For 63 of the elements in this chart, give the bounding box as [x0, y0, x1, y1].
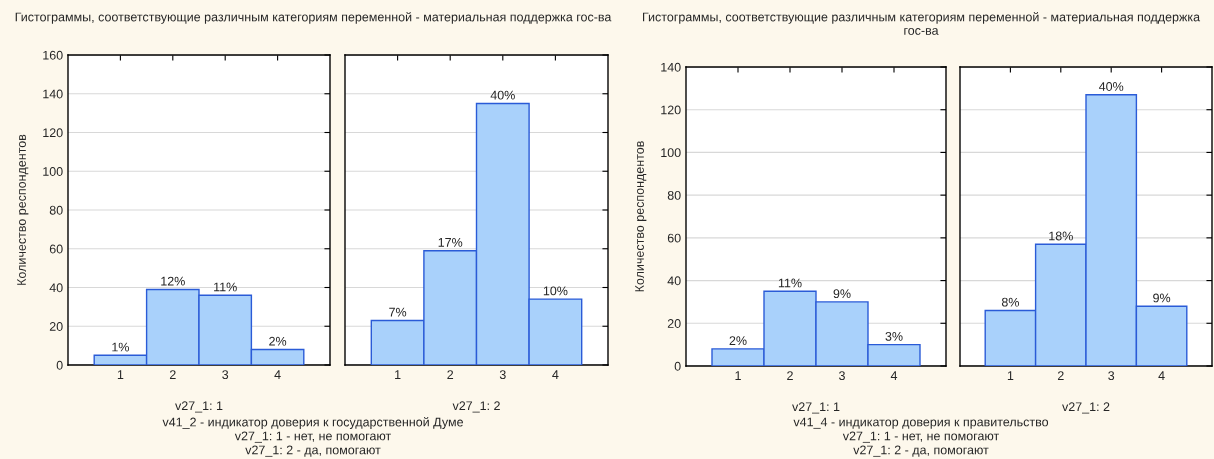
x-axis-title: v27_1: 2: [452, 401, 500, 413]
chart-title: Гистограммы, соответствующие различным категориям переменной - материальная поддержка гос-ва: [15, 12, 612, 24]
annotation: 3%: [885, 331, 903, 341]
annotation: 7%: [389, 307, 407, 317]
text: v41_2 - индикатор доверия к государственной Думе: [162, 417, 463, 429]
x-tick-label: 4: [274, 370, 281, 379]
x-tick-label: 1: [395, 370, 401, 379]
annotation: 11%: [214, 282, 237, 292]
y-tick-label: 140: [661, 62, 681, 72]
text: v27_1: 2 - да, помогают: [853, 445, 989, 457]
text: v41_4 - индикатор доверия к правительство: [793, 417, 1049, 429]
y-tick-label: 0: [674, 361, 681, 371]
annotation: 17%: [438, 238, 463, 247]
y-tick-label: 0: [56, 360, 63, 370]
y-tick-label: 40: [667, 276, 681, 286]
annotation: 2%: [269, 336, 287, 346]
y-tick-label: 80: [49, 205, 63, 215]
x-tick-label: 3: [222, 370, 229, 380]
y-axis-title: Количество респондентов: [635, 141, 647, 292]
y-tick-label: 100: [661, 148, 681, 158]
y-tick-label: 160: [43, 50, 63, 60]
annotation: 8%: [1001, 297, 1019, 307]
x-tick-label: 2: [1057, 371, 1064, 380]
y-axis-title: Количество респондентов: [17, 134, 29, 285]
x-tick-label: 4: [890, 371, 898, 380]
x-tick-label: 4: [552, 370, 559, 379]
text: v27_1: 1 - нет, не помогают: [842, 431, 999, 443]
x-tick-label: 3: [499, 370, 506, 380]
x-tick-label: 1: [735, 371, 741, 380]
x-axis-title: v27_1: 2: [1062, 402, 1110, 414]
x-tick-label: 2: [169, 370, 176, 379]
y-tick-label: 40: [49, 283, 63, 293]
annotation: 9%: [1153, 293, 1171, 303]
y-tick-label: 140: [43, 89, 63, 99]
annotation: 1%: [112, 342, 129, 352]
y-tick-label: 20: [49, 322, 63, 331]
y-tick-label: 120: [43, 128, 63, 138]
x-tick-label: 2: [447, 370, 454, 379]
annotation: 12%: [161, 276, 185, 286]
text: v27_1: 2 - да, помогают: [245, 445, 381, 457]
y-tick-label: 60: [49, 244, 63, 254]
y-tick-label: 20: [667, 319, 681, 328]
y-tick-label: 100: [43, 167, 63, 176]
annotation: 40%: [1098, 82, 1124, 91]
annotation: 10%: [543, 286, 568, 296]
y-tick-label: 120: [661, 105, 681, 115]
annotation: 40%: [490, 90, 515, 100]
x-tick-label: 1: [1007, 371, 1014, 380]
annotation: 18%: [1049, 231, 1073, 241]
annotation: 9%: [833, 289, 851, 299]
x-tick-label: 3: [1108, 371, 1115, 381]
x-tick-label: 4: [1158, 371, 1165, 380]
text: v27_1: 1 - нет, не помогают: [234, 431, 391, 443]
x-tick-label: 1: [117, 370, 124, 379]
annotation: 11%: [778, 278, 802, 288]
y-tick-label: 60: [667, 233, 681, 243]
x-tick-label: 3: [839, 371, 845, 381]
chart-title: Гистограммы, соответствующие различным категориям переменной - материальная поддержка гос-ва: [643, 12, 1201, 35]
x-axis-title: v27_1: 1: [792, 402, 840, 414]
y-tick-label: 80: [667, 190, 681, 200]
x-tick-label: 2: [787, 371, 793, 380]
x-axis-title: v27_1: 1: [175, 401, 223, 413]
annotation: 2%: [729, 336, 747, 346]
